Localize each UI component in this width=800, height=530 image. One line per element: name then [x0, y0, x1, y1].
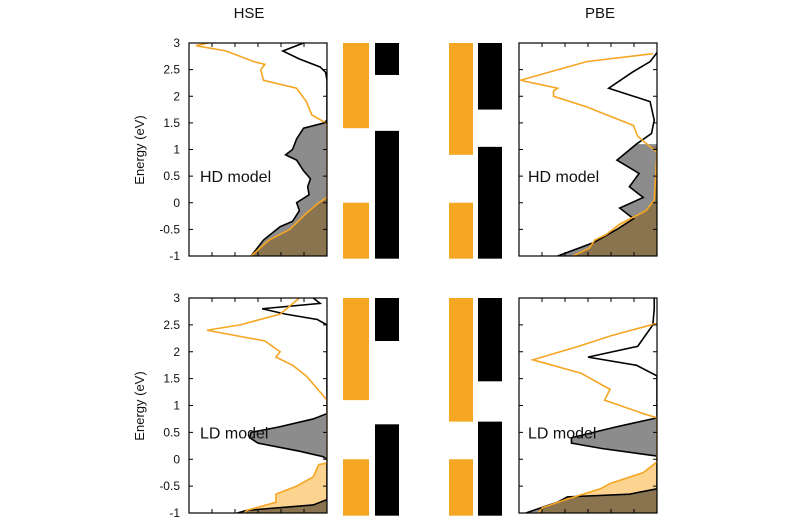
y-tick-label: -1 [169, 506, 180, 520]
orange-dos-fill [572, 146, 657, 256]
orange-dos-line [206, 298, 327, 513]
black-dos-line [557, 52, 657, 256]
black-dos-line [237, 298, 327, 513]
orange-band-bar [449, 202, 473, 259]
y-tick-label: 1 [173, 399, 180, 413]
black-band-bar [478, 146, 502, 259]
dos-panel-pbe-hd: HD model [449, 42, 658, 259]
dos-panel-hse-ld: 3 2.5 2 1.5 1 0.5 0 -0.5 -1 LD model [159, 291, 399, 520]
y-axis-label-bottom: Energy (eV) [132, 371, 147, 440]
y-tick-label: 1 [173, 143, 180, 157]
dos-panel-hse-hd: 3 2.5 2 1.5 1 0.5 0 -0.5 -1 HD model [159, 36, 399, 263]
orange-band-bar [343, 43, 369, 129]
y-tick-label: 2 [173, 345, 180, 359]
y-tick-label: 0 [173, 452, 180, 466]
black-band-bar [478, 421, 502, 516]
y-tick-label: 2.5 [163, 318, 180, 332]
y-tick-label: 0 [173, 196, 180, 210]
orange-dos-line [529, 322, 657, 513]
black-band-bar [478, 298, 502, 382]
model-label: LD model [528, 425, 596, 442]
black-dos-line [250, 43, 327, 256]
column-title-pbe: PBE [585, 5, 615, 22]
orange-band-bar [343, 459, 369, 516]
black-band-bar [478, 43, 502, 110]
y-axis-label-top: Energy (eV) [132, 115, 147, 184]
orange-dos-fill [244, 463, 327, 513]
orange-dos-line [195, 43, 327, 256]
black-dos-fill [525, 417, 657, 513]
orange-band-bar [449, 298, 473, 422]
black-band-bar [375, 130, 399, 259]
model-label: HD model [528, 169, 599, 186]
dos-panel-pbe-ld: LD model [449, 297, 658, 516]
model-label: LD model [200, 425, 268, 442]
column-title-hse: HSE [234, 5, 265, 22]
y-tick-label: -0.5 [159, 479, 180, 493]
orange-dos-line [520, 52, 657, 256]
black-band-bar [375, 43, 399, 75]
y-tick-label: 3 [173, 36, 180, 50]
y-tick-label: 2.5 [163, 63, 180, 77]
y-tick-label: 1.5 [163, 372, 180, 386]
y-tick-label: 3 [173, 291, 180, 305]
y-tick-label: -0.5 [159, 222, 180, 236]
black-band-bar [375, 298, 399, 341]
model-label: HD model [200, 169, 271, 186]
y-tick-label: 1.5 [163, 116, 180, 130]
y-tick-label: 0.5 [163, 425, 180, 439]
black-band-bar [375, 424, 399, 516]
orange-dos-fill [538, 461, 657, 513]
orange-band-bar [343, 298, 369, 401]
y-tick-label: -1 [169, 249, 180, 263]
y-tick-label: 2 [173, 89, 180, 103]
black-dos-line [525, 298, 657, 513]
y-tick-label: 0.5 [163, 169, 180, 183]
black-dos-fill [237, 413, 327, 513]
orange-band-bar [343, 202, 369, 259]
orange-band-bar [449, 459, 473, 516]
orange-band-bar [449, 43, 473, 155]
